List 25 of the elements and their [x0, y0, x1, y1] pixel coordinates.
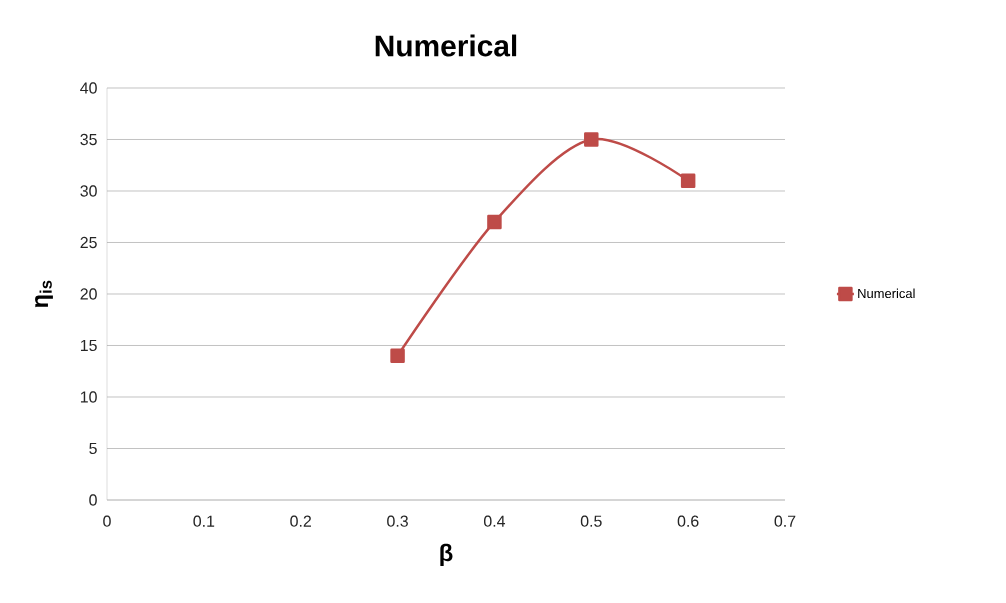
x-tick-label: 0	[103, 515, 111, 527]
x-tick-label: 0.3	[387, 515, 408, 527]
x-tick-label: 0.7	[774, 515, 796, 527]
y-tick-label: 35	[80, 133, 97, 146]
y-axis-title: η$_{is}$	[35, 280, 53, 308]
y-tick-label: 20	[80, 288, 97, 300]
chart-title: Numerical	[375, 34, 517, 57]
x-tick-label: 0.5	[580, 515, 602, 527]
y-tick-label: 25	[80, 236, 97, 249]
point	[390, 348, 405, 364]
y-tick-label: 10	[80, 391, 97, 403]
point	[487, 214, 502, 230]
point	[584, 132, 599, 147]
y-tick-label: 0	[89, 494, 97, 506]
x-tick-label: 0.1	[193, 515, 215, 527]
y-tick-label: 15	[80, 339, 97, 352]
y-tick-label: 30	[80, 185, 97, 197]
y-tick-label: 40	[80, 82, 97, 94]
point	[680, 173, 696, 188]
x-axis-title: β	[440, 543, 453, 566]
x-tick-label: 0.6	[677, 515, 699, 527]
x-tick-label: 0.4	[483, 515, 506, 527]
y-tick-label: 5	[89, 442, 97, 455]
legend-label: Numerical	[858, 288, 915, 299]
x-tick-label: 0.2	[290, 515, 311, 527]
